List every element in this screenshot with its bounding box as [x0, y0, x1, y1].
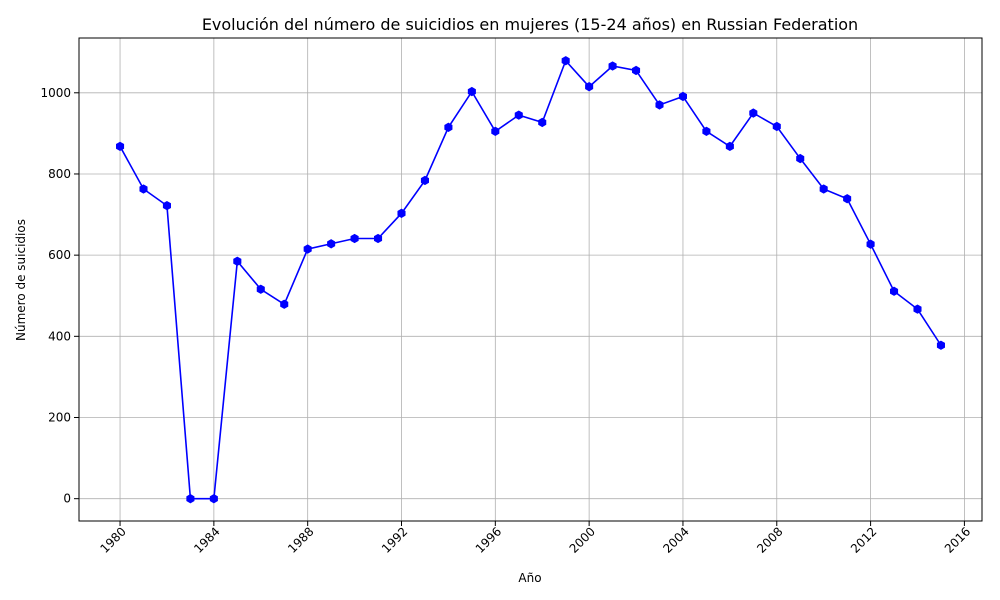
data-point — [233, 256, 242, 266]
x-axis-label: Año — [518, 571, 541, 585]
x-tick-label: 2012 — [848, 524, 879, 555]
data-point — [256, 284, 265, 294]
y-tick-label: 400 — [48, 329, 71, 343]
data-point — [303, 244, 312, 254]
data-point — [608, 61, 617, 71]
data-point — [116, 141, 125, 152]
data-point — [843, 194, 852, 204]
x-tick-label: 1996 — [473, 524, 504, 555]
axis-ticks: 1980 1984 1988 1992 1996 2000 2004 2008 2012 2016… — [40, 86, 973, 556]
y-tick-label: 800 — [48, 167, 71, 181]
grid-lines — [79, 38, 982, 521]
y-tick-label: 0 — [63, 492, 71, 506]
data-point — [585, 82, 594, 92]
y-tick-label: 1000 — [40, 86, 71, 100]
data-point — [186, 494, 195, 504]
data-point — [655, 100, 664, 110]
data-point — [561, 56, 570, 66]
data-point — [514, 110, 523, 120]
data-point — [420, 175, 429, 186]
data-point — [327, 239, 336, 249]
data-point — [139, 184, 148, 194]
x-tick-label: 2000 — [567, 524, 598, 555]
data-point — [162, 200, 171, 211]
data-point — [866, 239, 875, 249]
x-tick-label: 1992 — [379, 524, 410, 555]
data-point — [936, 340, 945, 350]
y-tick-label: 200 — [48, 411, 71, 425]
data-point — [538, 117, 547, 128]
data-point — [890, 286, 899, 296]
data-point — [374, 233, 383, 244]
data-point — [725, 141, 734, 152]
data-point — [280, 299, 289, 309]
x-tick-label: 2016 — [942, 524, 973, 555]
y-tick-label: 600 — [48, 248, 71, 262]
data-point — [491, 126, 500, 137]
y-axis-label: Número de suicidios — [14, 219, 28, 341]
data-point — [350, 233, 359, 244]
x-tick-label: 1988 — [285, 524, 316, 555]
series-group — [116, 56, 945, 504]
data-point — [209, 494, 218, 504]
data-point — [819, 184, 828, 194]
data-point — [467, 86, 476, 97]
x-tick-label: 1984 — [191, 524, 222, 555]
data-point — [632, 65, 641, 76]
x-tick-label: 1980 — [97, 524, 128, 555]
plot-frame — [78, 37, 983, 522]
data-point — [678, 91, 687, 102]
x-tick-label: 2004 — [660, 524, 691, 555]
data-point — [444, 122, 453, 132]
data-point — [772, 121, 781, 132]
chart-title: Evolución del número de suicidios en muj… — [202, 15, 858, 34]
data-point — [913, 304, 922, 314]
data-point — [702, 126, 711, 137]
series-line — [119, 59, 942, 500]
data-point — [796, 153, 805, 164]
data-point — [749, 108, 758, 118]
data-point — [397, 208, 406, 219]
x-tick-label: 2008 — [754, 524, 785, 555]
